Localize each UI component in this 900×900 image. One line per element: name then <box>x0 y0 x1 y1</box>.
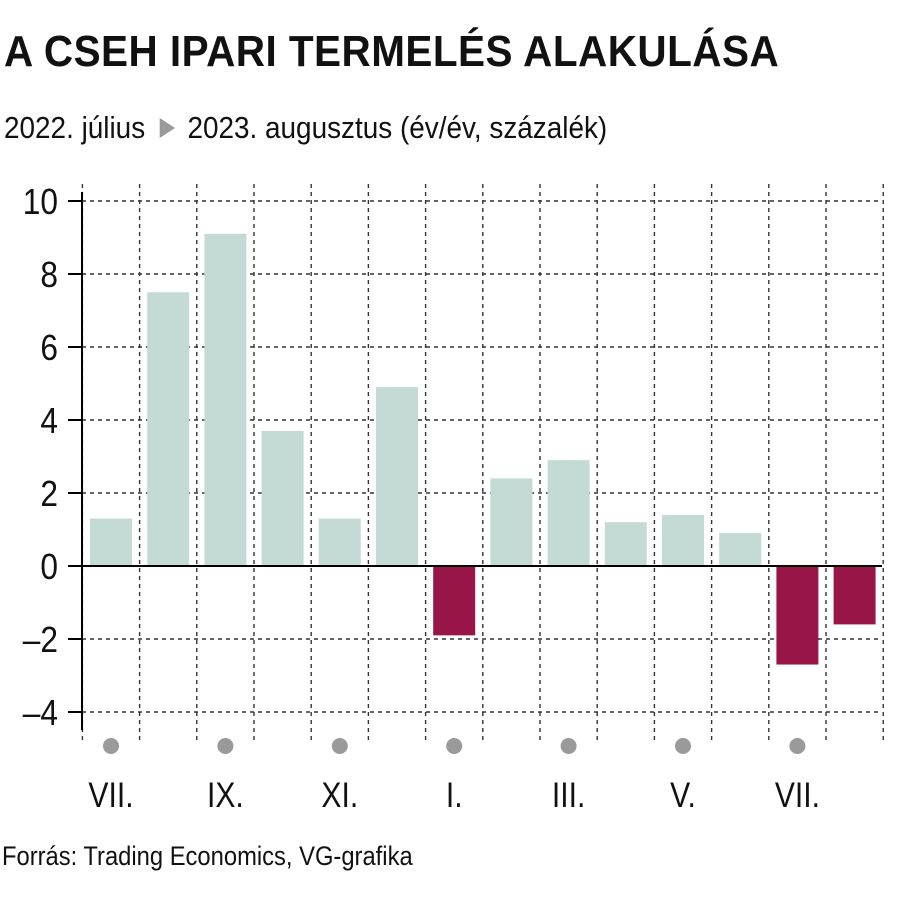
x-tick-label: V. <box>670 775 696 815</box>
horizontal-gridlines <box>82 200 882 713</box>
bar-2023-02 <box>490 478 533 566</box>
bar-2023-05 <box>662 514 704 566</box>
chart-subtitle: 2022. július 2023. augusztus (év/év, száz… <box>4 112 607 143</box>
chart-title: A CSEH IPARI TERMELÉS ALAKULÁSA <box>4 27 780 76</box>
right-triangle-icon <box>159 118 175 139</box>
subtitle-end: 2023. augusztus (év/év, százalék) <box>187 110 608 145</box>
bar-2023-08 <box>833 566 876 625</box>
source-note: Forrás: Trading Economics, VG-grafika <box>2 841 413 871</box>
y-tick-label: –4 <box>23 693 58 733</box>
bar-2023-03 <box>547 460 590 566</box>
x-tick-label: I. <box>446 775 463 815</box>
bar-2023-06 <box>719 533 762 566</box>
y-tick-label: 8 <box>40 255 58 295</box>
bar-2023-01 <box>433 566 476 636</box>
bar-2023-07 <box>776 566 819 665</box>
month-marker-dot <box>103 738 119 754</box>
bar-2022-12 <box>376 387 418 566</box>
x-tick-label: III. <box>552 775 585 815</box>
bar-2022-09 <box>204 233 247 566</box>
bar-2022-07 <box>90 518 132 566</box>
month-marker-dot <box>560 738 577 754</box>
bar-2022-08 <box>147 292 190 566</box>
bars <box>90 233 876 665</box>
y-tick-label: 0 <box>40 547 58 587</box>
x-tick-label: XI. <box>321 775 358 815</box>
y-tick-labels: 10 8 6 4 2 0 –2 –4 <box>23 182 58 733</box>
month-marker-dot <box>331 738 348 754</box>
month-marker-dot <box>675 738 691 754</box>
subtitle-start: 2022. július <box>4 110 146 145</box>
bar-2022-11 <box>318 518 361 566</box>
month-marker-dot <box>217 738 234 754</box>
y-tick-label: 10 <box>23 182 58 222</box>
y-tick-label: –2 <box>23 620 58 660</box>
vertical-gridlines <box>81 184 884 740</box>
axes <box>68 192 882 730</box>
bar-2023-04 <box>604 522 647 566</box>
y-tick-label: 2 <box>40 474 58 514</box>
y-tick-label: 4 <box>40 401 58 441</box>
bar-chart: 10 8 6 4 2 0 –2 –4 VII. IX. XI. I. III. V. VII. <box>23 182 884 815</box>
x-tick-label: IX. <box>207 775 244 815</box>
y-tick-label: 6 <box>40 328 58 368</box>
x-tick-label: VII. <box>775 775 820 815</box>
bar-2022-10 <box>261 430 304 566</box>
x-tick-label: VII. <box>88 775 133 815</box>
month-marker-dot <box>789 738 806 754</box>
x-tick-labels: VII. IX. XI. I. III. V. VII. <box>88 738 820 815</box>
month-marker-dot <box>446 738 463 754</box>
